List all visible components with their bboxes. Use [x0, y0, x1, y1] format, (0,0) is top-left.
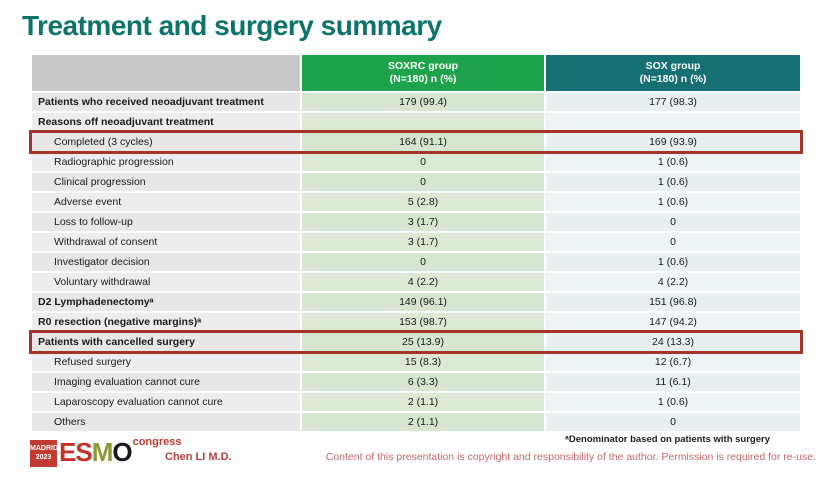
- esmo-letter-e: E: [59, 437, 76, 467]
- logo-venue: MADRID: [30, 445, 58, 453]
- esmo-congress-logo: MADRID 2023 ESMO congress: [30, 436, 182, 467]
- row-label: Imaging evaluation cannot cure: [32, 373, 300, 391]
- sox-value: 4 (2.2): [546, 273, 800, 291]
- soxrc-value: 15 (8.3): [302, 353, 544, 371]
- sox-value: 1 (0.6): [546, 153, 800, 171]
- soxrc-value: [302, 113, 544, 131]
- table-row: Radiographic progression 0 1 (0.6): [32, 153, 800, 171]
- soxrc-value: 25 (13.9): [302, 333, 544, 351]
- sox-value: [546, 113, 800, 131]
- sox-value: 24 (13.3): [546, 333, 800, 351]
- table-row: Clinical progression 0 1 (0.6): [32, 173, 800, 191]
- soxrc-value: 153 (98.7): [302, 313, 544, 331]
- row-label: D2 Lymphadenectomyᵃ: [32, 293, 300, 311]
- sox-value: 177 (98.3): [546, 93, 800, 111]
- esmo-letter-o: O: [112, 437, 132, 467]
- sox-value: 1 (0.6): [546, 193, 800, 211]
- table-row: Investigator decision 0 1 (0.6): [32, 253, 800, 271]
- soxrc-value: 3 (1.7): [302, 213, 544, 231]
- header-sox-group: SOX group (N=180) n (%): [546, 55, 800, 91]
- row-label: Loss to follow-up: [32, 213, 300, 231]
- logo-year: 2023: [35, 453, 52, 461]
- sox-value: 0: [546, 233, 800, 251]
- row-label: Clinical progression: [32, 173, 300, 191]
- congress-label: congress: [132, 436, 182, 448]
- table-row: Patients with cancelled surgery 25 (13.9)…: [29, 330, 803, 354]
- row-label: Patients who received neoadjuvant treatm…: [32, 93, 300, 111]
- table-row: D2 Lymphadenectomyᵃ 149 (96.1) 151 (96.8): [32, 293, 800, 311]
- soxrc-group-n: (N=180) n (%): [389, 73, 457, 85]
- soxrc-value: 5 (2.8): [302, 193, 544, 211]
- table-footnote: ᵃDenominator based on patients with surg…: [565, 434, 770, 445]
- row-label: Adverse event: [32, 193, 300, 211]
- row-label: Refused surgery: [32, 353, 300, 371]
- esmo-wordmark: ESMO: [59, 437, 133, 467]
- table-row: Imaging evaluation cannot cure 6 (3.3) 11 …: [32, 373, 800, 391]
- esmo-letter-s: S: [75, 437, 92, 467]
- sox-value: 12 (6.7): [546, 353, 800, 371]
- madrid-2023-badge: MADRID 2023: [30, 440, 58, 467]
- soxrc-value: 179 (99.4): [302, 93, 544, 111]
- row-label: Radiographic progression: [32, 153, 300, 171]
- table-row: R0 resection (negative margins)ᵃ 153 (98.…: [32, 313, 800, 331]
- soxrc-value: 4 (2.2): [302, 273, 544, 291]
- sox-value: 1 (0.6): [546, 393, 800, 411]
- sox-value: 0: [546, 413, 800, 431]
- table-row: Patients who received neoadjuvant treatm…: [32, 93, 800, 111]
- table-row: Voluntary withdrawal 4 (2.2) 4 (2.2): [32, 273, 800, 291]
- row-label: Others: [32, 413, 300, 431]
- header-label-column: [32, 55, 300, 91]
- table-row: Adverse event 5 (2.8) 1 (0.6): [32, 193, 800, 211]
- row-label: Withdrawal of consent: [32, 233, 300, 251]
- table-rows: Patients who received neoadjuvant treatm…: [29, 93, 803, 431]
- row-label: Patients with cancelled surgery: [32, 333, 300, 351]
- row-label: Completed (3 cycles): [32, 133, 300, 151]
- summary-table: SOXRC group (N=180) n (%) SOX group (N=1…: [29, 55, 803, 433]
- table-row: Completed (3 cycles) 164 (91.1) 169 (93.9): [29, 130, 803, 154]
- soxrc-value: 6 (3.3): [302, 373, 544, 391]
- sox-group-name: SOX group: [645, 59, 701, 72]
- row-label: Laparoscopy evaluation cannot cure: [32, 393, 300, 411]
- row-label: Voluntary withdrawal: [32, 273, 300, 291]
- sox-value: 147 (94.2): [546, 313, 800, 331]
- row-label: R0 resection (negative margins)ᵃ: [32, 313, 300, 331]
- soxrc-value: 3 (1.7): [302, 233, 544, 251]
- sox-value: 1 (0.6): [546, 253, 800, 271]
- soxrc-group-name: SOXRC group: [388, 59, 458, 72]
- table-row: Reasons off neoadjuvant treatment: [32, 113, 800, 131]
- sox-value: 0: [546, 213, 800, 231]
- table-row: Loss to follow-up 3 (1.7) 0: [32, 213, 800, 231]
- table-header-row: SOXRC group (N=180) n (%) SOX group (N=1…: [32, 55, 800, 91]
- soxrc-value: 0: [302, 173, 544, 191]
- table-row: Withdrawal of consent 3 (1.7) 0: [32, 233, 800, 251]
- esmo-letter-m: M: [91, 437, 114, 467]
- table-row: Others 2 (1.1) 0: [32, 413, 800, 431]
- soxrc-value: 2 (1.1): [302, 393, 544, 411]
- presenter-name: Chen LI M.D.: [165, 451, 232, 463]
- soxrc-value: 0: [302, 153, 544, 171]
- sox-value: 1 (0.6): [546, 173, 800, 191]
- row-label: Reasons off neoadjuvant treatment: [32, 113, 300, 131]
- soxrc-value: 2 (1.1): [302, 413, 544, 431]
- soxrc-value: 164 (91.1): [302, 133, 544, 151]
- sox-value: 169 (93.9): [546, 133, 800, 151]
- sox-group-n: (N=180) n (%): [639, 73, 707, 85]
- soxrc-value: 0: [302, 253, 544, 271]
- table-row: Refused surgery 15 (8.3) 12 (6.7): [32, 353, 800, 371]
- header-soxrc-group: SOXRC group (N=180) n (%): [302, 55, 544, 91]
- soxrc-value: 149 (96.1): [302, 293, 544, 311]
- sox-value: 11 (6.1): [546, 373, 800, 391]
- table-row: Laparoscopy evaluation cannot cure 2 (1.1…: [32, 393, 800, 411]
- row-label: Investigator decision: [32, 253, 300, 271]
- copyright-notice: Content of this presentation is copyrigh…: [325, 451, 816, 463]
- page-title: Treatment and surgery summary: [22, 10, 442, 41]
- sox-value: 151 (96.8): [546, 293, 800, 311]
